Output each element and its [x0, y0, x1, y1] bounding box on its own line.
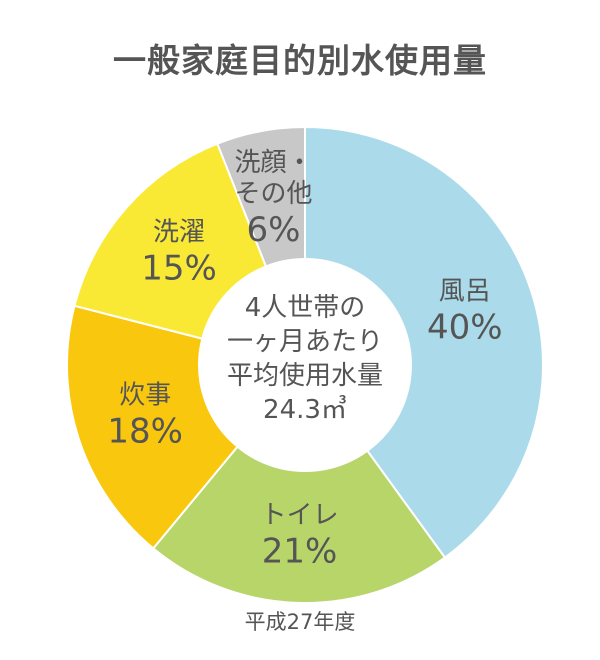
slice-name-label: 洗濯	[153, 217, 205, 247]
center-text-line2: 一ヶ月あたり	[227, 327, 383, 357]
chart-title: 一般家庭目的別水使用量	[113, 41, 487, 80]
slice-name-label: 炊事	[119, 380, 171, 410]
slice-value-label: 6%	[247, 210, 301, 250]
center-text-line4: 24.3㎥	[263, 395, 347, 425]
center-hole	[198, 258, 412, 472]
slice-name-label: その他	[234, 179, 312, 209]
center-text-line1: 4人世帯の	[245, 293, 366, 323]
slice-value-label: 40%	[427, 308, 503, 348]
pie-slice-1	[151, 363, 447, 604]
center-text-line3: 平均使用水量	[227, 361, 383, 391]
slice-name-label: 洗顔・	[234, 148, 312, 178]
slice-value-label: 15%	[141, 248, 217, 288]
footnote: 平成27年度	[244, 610, 356, 634]
slice-value-label: 18%	[107, 411, 183, 451]
pie-slice-0	[304, 125, 544, 559]
slice-name-label: 風呂	[439, 277, 491, 307]
slice-name-label: トイレ	[261, 500, 339, 530]
slice-value-label: 21%	[262, 531, 338, 571]
center-text-group: 4人世帯の 一ヶ月あたり 平均使用水量 24.3㎥	[227, 293, 383, 425]
